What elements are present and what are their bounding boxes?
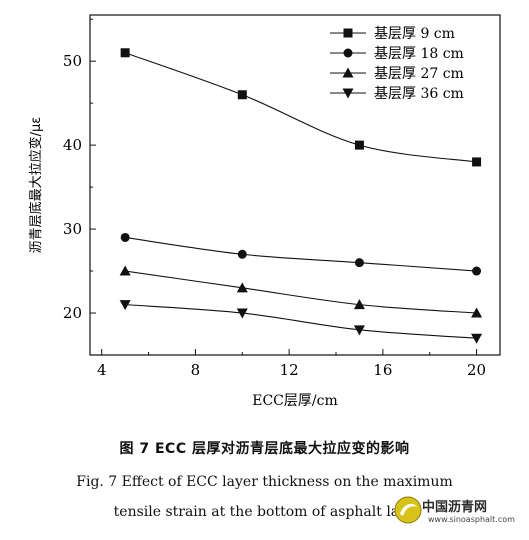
legend-label: 基层厚 36 cm — [374, 85, 464, 102]
legend-marker — [343, 28, 353, 38]
series-4-point — [236, 308, 248, 319]
series-3-point — [471, 307, 483, 318]
figure-caption-english-line2: tensile strain at the bottom of asphalt … — [113, 504, 416, 520]
y-tick-label: 40 — [63, 136, 82, 154]
legend-marker — [342, 88, 354, 99]
x-tick-label: 16 — [373, 361, 392, 379]
sinoasphalt-logo-icon — [394, 496, 422, 524]
series-2-point — [120, 232, 130, 242]
series-line-2 — [125, 236, 477, 272]
y-tick-label: 50 — [63, 52, 82, 70]
series-3-point — [353, 299, 365, 310]
series-3-point — [236, 282, 248, 293]
series-1-point — [472, 157, 482, 167]
series-2-point — [472, 266, 482, 276]
legend-marker — [342, 67, 354, 78]
series-3-point — [119, 265, 131, 276]
x-axis-label: ECC层厚/cm — [252, 393, 337, 409]
y-axis-label: 沥青层底最大拉应变/με — [28, 117, 44, 254]
x-tick-label: 12 — [280, 361, 299, 379]
watermark-name: 中国沥青网 — [422, 500, 488, 515]
series-4-point — [353, 325, 365, 336]
series-1-point — [237, 90, 247, 100]
watermark: 中国沥青网 www.sinoasphalt.com — [392, 490, 524, 532]
series-1-point — [354, 140, 364, 150]
watermark-url: www.sinoasphalt.com — [428, 515, 515, 524]
series-line-4 — [125, 304, 477, 339]
legend-marker — [343, 48, 353, 58]
series-2-point — [354, 258, 364, 268]
legend-label: 基层厚 18 cm — [374, 45, 464, 62]
legend-label: 基层厚 27 cm — [374, 65, 464, 82]
y-tick-label: 20 — [63, 304, 82, 322]
figure-caption-chinese: 图 7 ECC 层厚对沥青层底最大拉应变的影响 — [119, 441, 410, 457]
series-4-point — [119, 300, 131, 311]
plot-frame — [89, 14, 501, 356]
line-chart: 4 8 12 16 20 20 30 40 50 ECC层厚/cm 沥青层底最大拉应变/με 基层厚 … — [28, 14, 501, 409]
series-line-1 — [124, 52, 477, 163]
series-4-point — [471, 333, 483, 344]
series-line-3 — [125, 270, 477, 314]
series-1-point — [120, 48, 130, 58]
x-tick-label: 8 — [191, 361, 201, 379]
legend-label: 基层厚 9 cm — [374, 25, 455, 42]
x-tick-label: 20 — [467, 361, 486, 379]
series-2-point — [237, 249, 247, 259]
y-tick-label: 30 — [63, 220, 82, 238]
x-tick-label: 4 — [97, 361, 107, 379]
figure-caption-english-line1: Fig. 7 Effect of ECC layer thickness on … — [76, 474, 453, 490]
